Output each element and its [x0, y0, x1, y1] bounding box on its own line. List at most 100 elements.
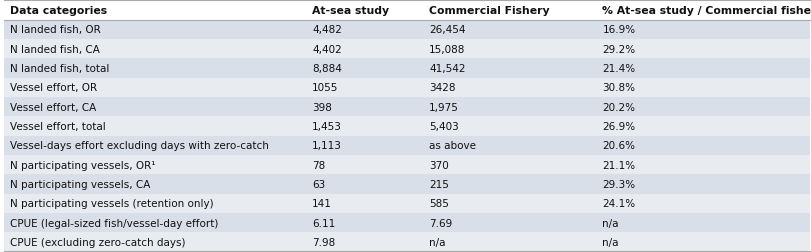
Text: 1,975: 1,975	[428, 102, 458, 112]
Text: Commercial Fishery: Commercial Fishery	[428, 6, 549, 16]
Bar	[306, 213, 423, 232]
Bar	[4, 40, 306, 59]
Bar	[4, 59, 306, 78]
Bar	[596, 78, 809, 98]
Text: 26,454: 26,454	[428, 25, 465, 35]
Text: 370: 370	[428, 160, 448, 170]
Bar	[423, 174, 596, 194]
Text: n/a: n/a	[602, 218, 618, 228]
Text: Data categories: Data categories	[10, 6, 107, 16]
Bar	[423, 155, 596, 174]
Text: At-sea study: At-sea study	[311, 6, 388, 16]
Text: Vessel effort, OR: Vessel effort, OR	[10, 83, 97, 93]
Bar	[596, 155, 809, 174]
Text: 7.69: 7.69	[428, 218, 452, 228]
Bar	[306, 1, 423, 20]
Text: 21.1%: 21.1%	[602, 160, 635, 170]
Bar	[4, 117, 306, 136]
Text: N landed fish, total: N landed fish, total	[10, 64, 109, 74]
Bar	[306, 78, 423, 98]
Text: 29.2%: 29.2%	[602, 44, 635, 54]
Bar	[4, 232, 306, 251]
Bar	[423, 194, 596, 213]
Text: 7.98: 7.98	[311, 237, 335, 247]
Bar	[596, 232, 809, 251]
Bar	[4, 98, 306, 117]
Bar	[423, 20, 596, 40]
Bar	[306, 136, 423, 155]
Text: 398: 398	[311, 102, 332, 112]
Text: N participating vessels, OR¹: N participating vessels, OR¹	[10, 160, 155, 170]
Bar	[423, 136, 596, 155]
Text: 1,453: 1,453	[311, 121, 341, 131]
Bar	[4, 136, 306, 155]
Bar	[306, 59, 423, 78]
Text: 215: 215	[428, 179, 448, 189]
Bar	[306, 117, 423, 136]
Text: 30.8%: 30.8%	[602, 83, 634, 93]
Text: 3428: 3428	[428, 83, 455, 93]
Text: 1055: 1055	[311, 83, 338, 93]
Text: 16.9%: 16.9%	[602, 25, 635, 35]
Bar	[306, 232, 423, 251]
Text: 20.6%: 20.6%	[602, 141, 634, 151]
Text: 6.11: 6.11	[311, 218, 335, 228]
Text: 8,884: 8,884	[311, 64, 341, 74]
Text: % At-sea study / Commercial fishery: % At-sea study / Commercial fishery	[602, 6, 811, 16]
Bar	[4, 174, 306, 194]
Bar	[423, 1, 596, 20]
Bar	[596, 40, 809, 59]
Bar	[596, 98, 809, 117]
Bar	[596, 20, 809, 40]
Text: as above: as above	[428, 141, 475, 151]
Bar	[4, 1, 306, 20]
Text: 4,402: 4,402	[311, 44, 341, 54]
Bar	[423, 213, 596, 232]
Bar	[596, 213, 809, 232]
Bar	[4, 78, 306, 98]
Bar	[306, 155, 423, 174]
Bar	[4, 20, 306, 40]
Bar	[306, 194, 423, 213]
Bar	[4, 194, 306, 213]
Bar	[423, 59, 596, 78]
Text: 5,403: 5,403	[428, 121, 458, 131]
Text: n/a: n/a	[428, 237, 445, 247]
Text: N landed fish, CA: N landed fish, CA	[10, 44, 100, 54]
Text: 4,482: 4,482	[311, 25, 341, 35]
Text: CPUE (legal-sized fish/vessel-day effort): CPUE (legal-sized fish/vessel-day effort…	[10, 218, 218, 228]
Text: 585: 585	[428, 198, 448, 208]
Bar	[306, 40, 423, 59]
Bar	[596, 136, 809, 155]
Bar	[423, 232, 596, 251]
Text: 26.9%: 26.9%	[602, 121, 635, 131]
Bar	[423, 117, 596, 136]
Text: CPUE (excluding zero-catch days): CPUE (excluding zero-catch days)	[10, 237, 185, 247]
Bar	[423, 78, 596, 98]
Bar	[306, 174, 423, 194]
Text: 20.2%: 20.2%	[602, 102, 634, 112]
Text: Vessel-days effort excluding days with zero-catch: Vessel-days effort excluding days with z…	[10, 141, 268, 151]
Bar	[596, 59, 809, 78]
Bar	[596, 1, 809, 20]
Text: 1,113: 1,113	[311, 141, 341, 151]
Bar	[4, 213, 306, 232]
Text: n/a: n/a	[602, 237, 618, 247]
Text: N participating vessels (retention only): N participating vessels (retention only)	[10, 198, 213, 208]
Bar	[423, 40, 596, 59]
Text: 78: 78	[311, 160, 325, 170]
Text: 29.3%: 29.3%	[602, 179, 635, 189]
Text: 41,542: 41,542	[428, 64, 465, 74]
Bar	[423, 98, 596, 117]
Text: 141: 141	[311, 198, 332, 208]
Bar	[596, 194, 809, 213]
Text: 63: 63	[311, 179, 325, 189]
Bar	[306, 20, 423, 40]
Text: N participating vessels, CA: N participating vessels, CA	[10, 179, 150, 189]
Text: N landed fish, OR: N landed fish, OR	[10, 25, 101, 35]
Bar	[306, 98, 423, 117]
Text: 21.4%: 21.4%	[602, 64, 635, 74]
Bar	[4, 155, 306, 174]
Text: Vessel effort, CA: Vessel effort, CA	[10, 102, 96, 112]
Text: 24.1%: 24.1%	[602, 198, 635, 208]
